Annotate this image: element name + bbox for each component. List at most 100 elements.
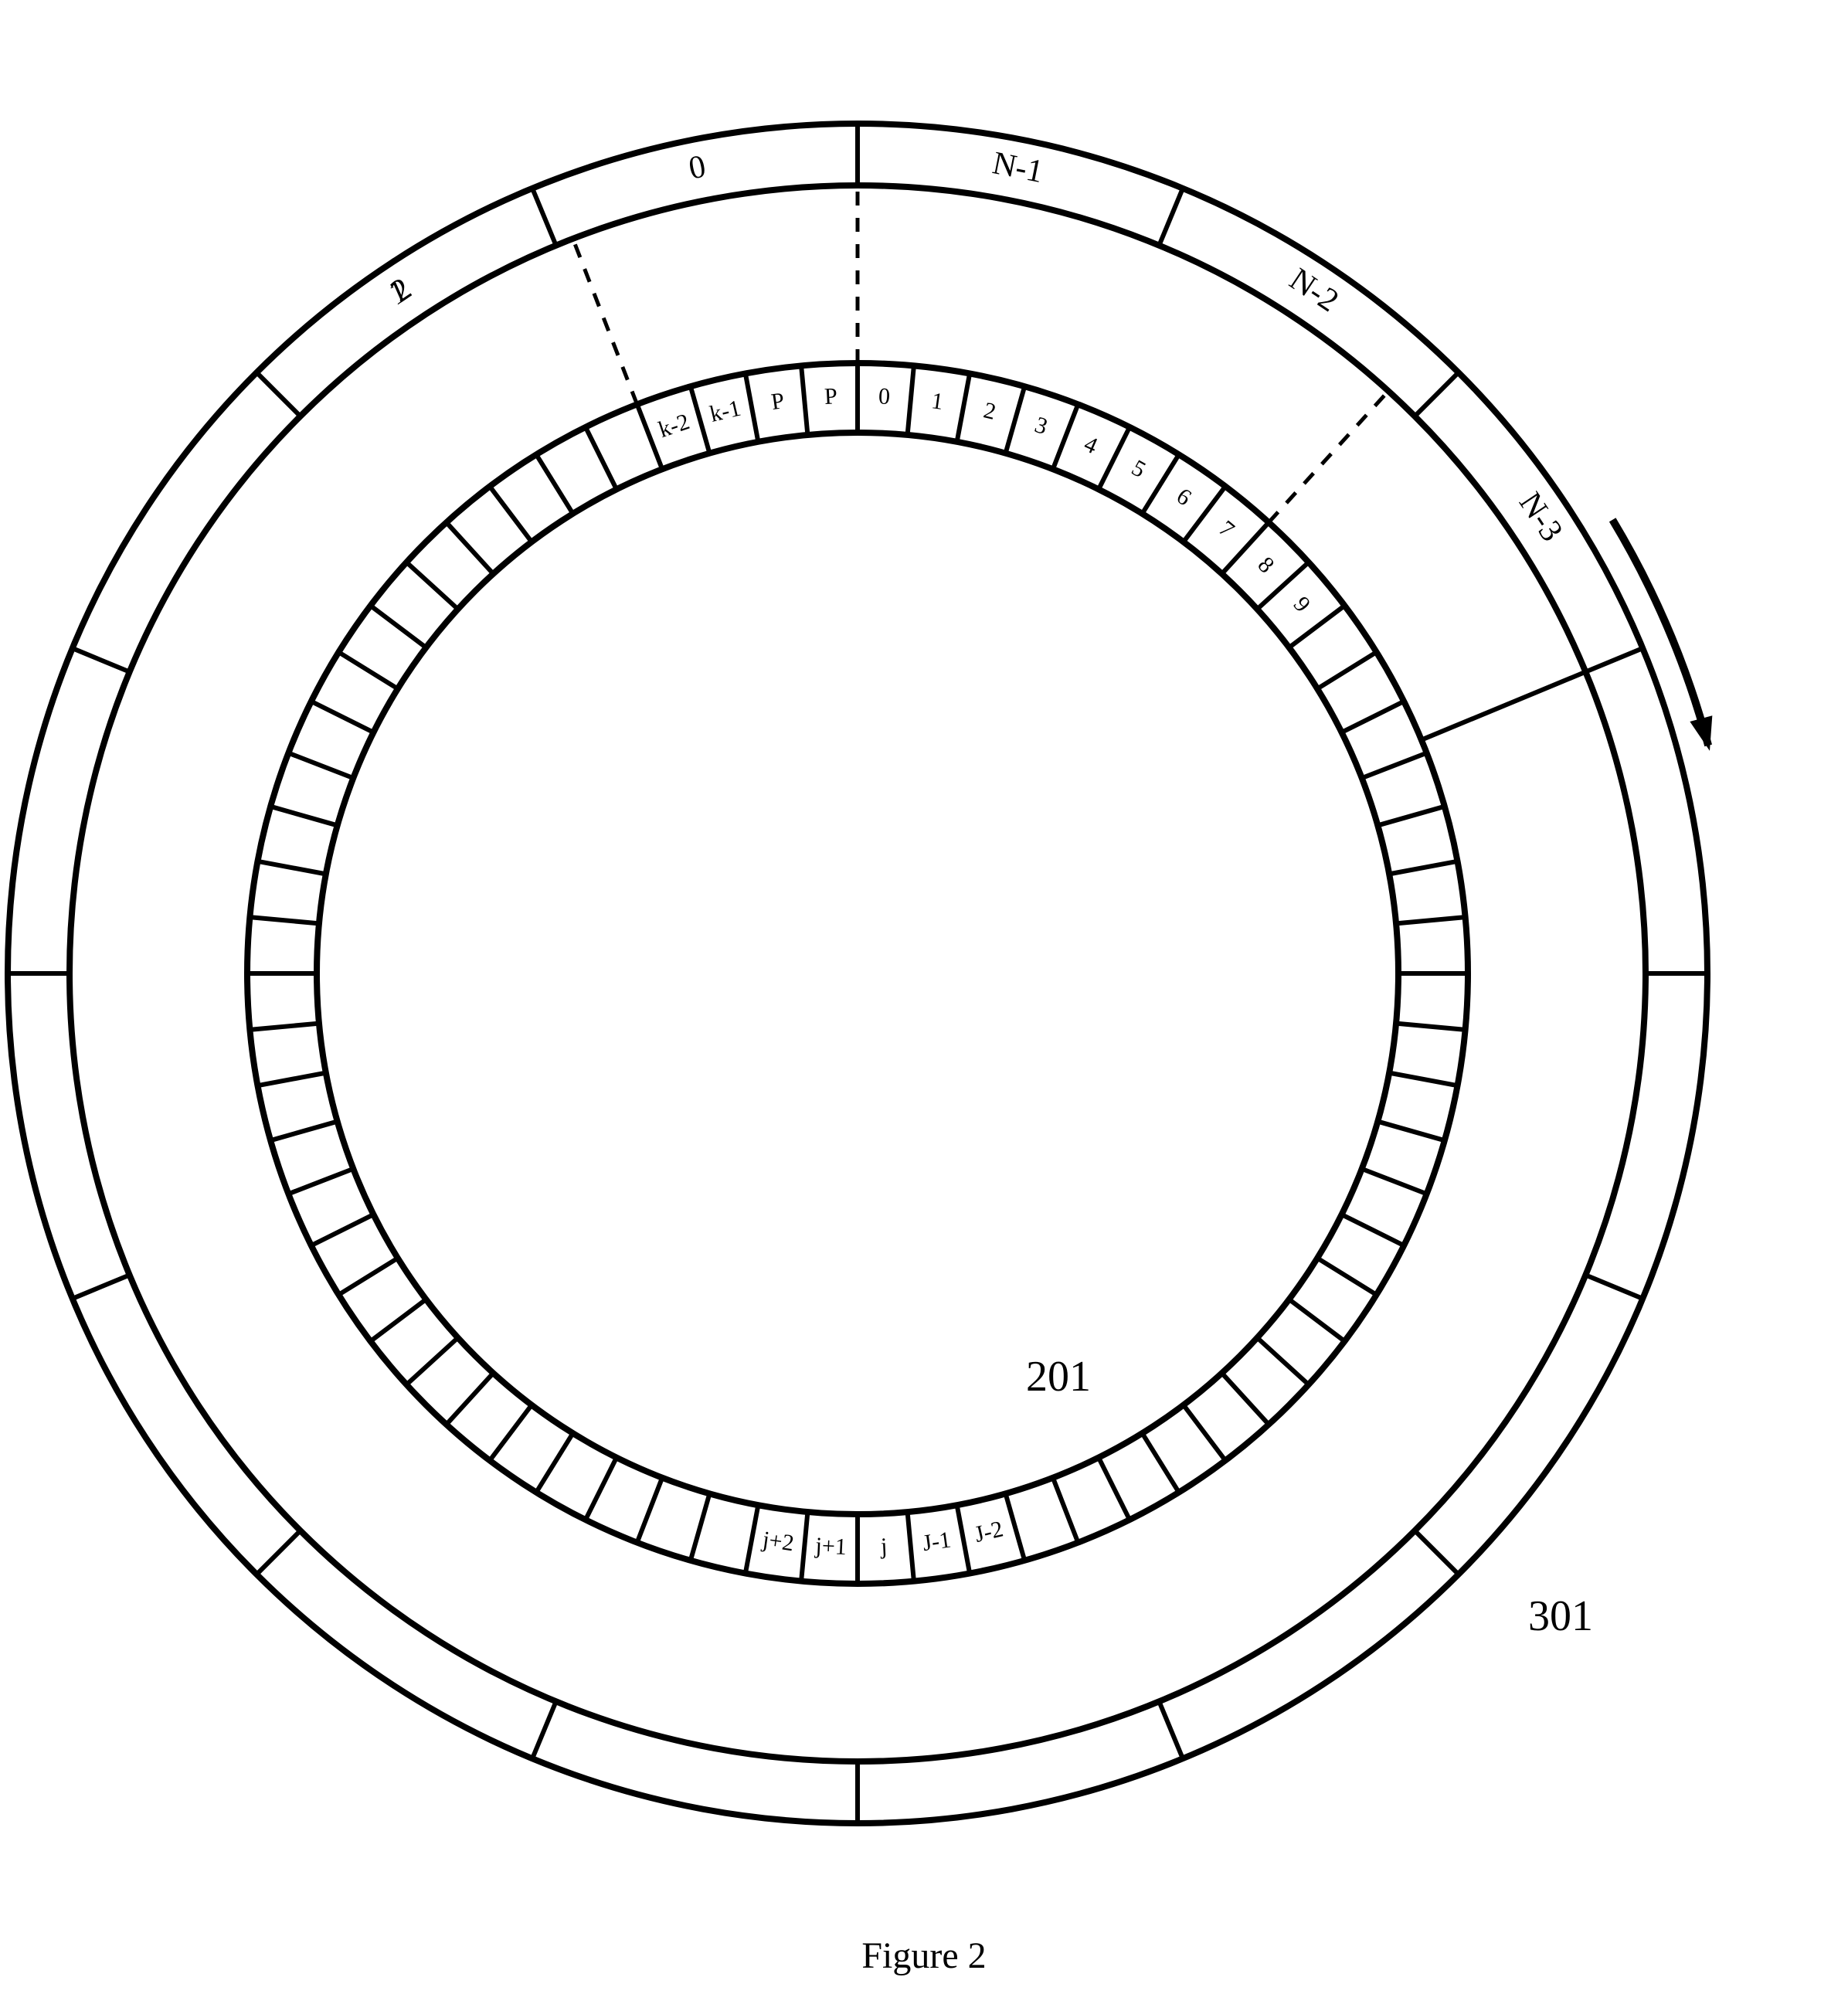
inner-ring-label: j+1 <box>814 1533 848 1560</box>
inner-ring-outer-circle <box>247 363 1468 1584</box>
inner-ring-divider <box>311 701 374 732</box>
inner-ring-divider <box>1257 1338 1309 1385</box>
outer-ring-divider <box>1415 1530 1459 1574</box>
inner-ring-divider <box>288 753 353 779</box>
inner-ring-label: P <box>769 388 786 415</box>
inner-ring-label: 7 <box>1214 515 1239 542</box>
solid-radius <box>1422 672 1585 740</box>
dashed-radius <box>572 239 637 404</box>
inner-ring-divider <box>447 1373 494 1425</box>
inner-ring-divider <box>257 1073 325 1086</box>
outer-ring-divider <box>73 1275 130 1299</box>
ref-label-inner: 201 <box>1026 1353 1091 1401</box>
inner-ring-divider <box>908 1512 914 1581</box>
inner-ring-label: 9 <box>1289 592 1316 617</box>
outer-ring-divider <box>532 1701 556 1758</box>
outer-ring-divider <box>532 189 556 246</box>
inner-ring-divider <box>1289 1299 1345 1341</box>
inner-ring-divider <box>586 427 617 490</box>
figure-canvas: N-1N-2N-32010123456789J-2J-1jj+1j+2k-2k-… <box>0 0 1848 1916</box>
inner-ring-divider <box>250 1024 319 1030</box>
inner-ring-divider <box>1389 861 1457 875</box>
inner-ring-divider <box>1342 701 1405 732</box>
inner-ring-label: j <box>879 1534 888 1559</box>
inner-ring-divider <box>957 373 970 441</box>
outer-ring-divider <box>1159 189 1183 246</box>
inner-ring-divider <box>1053 404 1079 469</box>
inner-ring-divider <box>1317 652 1377 688</box>
inner-ring-divider <box>1006 1493 1025 1561</box>
inner-ring-divider <box>1222 1373 1269 1425</box>
inner-ring-label: 4 <box>1080 431 1101 459</box>
figure-caption: Figure 2 <box>861 1935 986 1977</box>
dashed-radius <box>1269 391 1388 522</box>
outer-ring-divider <box>256 372 301 416</box>
inner-ring-divider <box>637 1478 663 1543</box>
inner-ring-divider <box>957 1505 970 1573</box>
outer-ring-divider <box>1415 372 1459 416</box>
inner-ring-label: J-2 <box>972 1516 1005 1547</box>
inner-ring-divider <box>1362 753 1427 779</box>
inner-ring-divider <box>406 1338 458 1385</box>
inner-ring-divider <box>406 562 458 610</box>
inner-ring-divider <box>908 365 914 435</box>
outer-ring-divider <box>1585 1275 1642 1299</box>
inner-ring-divider <box>1143 1433 1179 1493</box>
inner-ring-divider <box>536 454 572 514</box>
inner-ring-divider <box>746 1505 759 1573</box>
inner-ring-divider <box>250 917 319 923</box>
outer-ring-divider <box>73 648 130 672</box>
inner-ring-divider <box>691 386 710 453</box>
inner-ring-divider <box>270 1122 338 1141</box>
inner-ring-divider <box>1378 1122 1445 1141</box>
outer-ring-divider <box>256 1530 301 1574</box>
inner-ring-divider <box>1389 1073 1457 1086</box>
outer-ring-label: N-1 <box>990 145 1046 190</box>
inner-ring-label: 2 <box>981 397 998 425</box>
inner-ring-label: 3 <box>1031 412 1051 440</box>
inner-ring-label: 8 <box>1253 552 1279 578</box>
inner-ring-divider <box>1099 1458 1130 1520</box>
outer-ring-label: 0 <box>686 148 709 186</box>
inner-ring-divider <box>1006 386 1025 453</box>
inner-ring-label: 0 <box>878 383 891 409</box>
inner-ring-label: 6 <box>1172 483 1196 511</box>
ref-label-outer: 301 <box>1528 1592 1593 1640</box>
inner-ring-divider <box>371 606 426 647</box>
inner-ring-divider <box>338 1259 398 1295</box>
direction-arrow-head <box>1690 715 1712 751</box>
inner-ring-label: j+2 <box>760 1527 795 1556</box>
inner-ring-divider <box>1342 1214 1405 1245</box>
inner-ring-label: k-2 <box>655 409 692 443</box>
inner-ring-divider <box>1362 1169 1427 1194</box>
inner-ring-divider <box>490 1405 532 1461</box>
inner-ring-divider <box>536 1433 572 1493</box>
inner-ring-divider <box>746 373 759 441</box>
inner-ring-divider <box>801 365 807 435</box>
inner-ring-divider <box>311 1214 374 1245</box>
inner-ring-divider <box>691 1493 710 1561</box>
inner-ring-divider <box>586 1458 617 1520</box>
inner-ring-divider <box>637 404 663 469</box>
inner-ring-divider <box>1378 807 1445 826</box>
outer-ring-divider <box>1585 648 1642 672</box>
inner-ring-divider <box>371 1299 426 1341</box>
inner-ring-divider <box>801 1512 807 1581</box>
figure-svg: N-1N-2N-32010123456789J-2J-1jj+1j+2k-2k-… <box>0 0 1848 1916</box>
inner-ring-divider <box>1184 1405 1225 1461</box>
inner-ring-divider <box>338 652 398 688</box>
inner-ring-divider <box>1396 917 1466 923</box>
inner-ring-divider <box>447 522 494 574</box>
inner-ring-inner-circle <box>317 433 1398 1514</box>
inner-ring-divider <box>1099 427 1130 490</box>
inner-ring-divider <box>270 807 338 826</box>
direction-arrow-arc <box>1612 520 1708 746</box>
inner-ring-label: 5 <box>1127 455 1150 483</box>
inner-ring-divider <box>288 1169 353 1194</box>
inner-ring-divider <box>1053 1478 1079 1543</box>
inner-ring-label: P <box>824 383 837 409</box>
inner-ring-divider <box>490 487 532 542</box>
inner-ring-label: J-1 <box>921 1527 953 1556</box>
inner-ring-divider <box>257 861 325 875</box>
inner-ring-label: 1 <box>930 388 945 415</box>
